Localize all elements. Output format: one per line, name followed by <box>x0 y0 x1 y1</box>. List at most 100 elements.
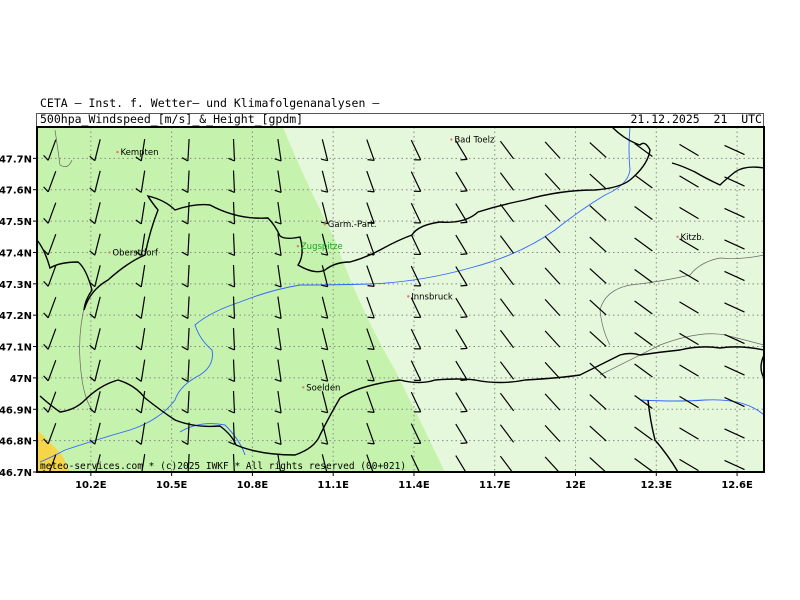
wind-barb <box>43 359 57 382</box>
wind-barb <box>135 170 146 193</box>
wind-barb <box>634 395 653 409</box>
wind-barb <box>181 138 190 162</box>
city-label: Oberstdorf <box>112 248 159 258</box>
wind-barb <box>274 170 282 193</box>
wind-barb <box>228 233 236 257</box>
wind-barb <box>724 207 745 219</box>
wind-barb <box>724 428 745 439</box>
wind-barb <box>724 459 745 471</box>
wind-barb <box>724 302 745 313</box>
wind-barb <box>181 422 190 446</box>
wind-barb <box>43 202 57 224</box>
wind-barb <box>43 233 57 256</box>
wind-barb <box>589 268 607 284</box>
city-marker <box>676 235 679 238</box>
wind-barb <box>499 329 515 349</box>
wind-barb <box>455 203 468 224</box>
wind-barb <box>679 269 699 283</box>
wind-barb <box>544 456 560 472</box>
wind-barb <box>634 300 653 315</box>
wind-barb <box>228 422 236 446</box>
wind-barb <box>366 170 375 193</box>
wind-barb <box>228 264 236 288</box>
city-marker <box>296 244 300 248</box>
wind-barb <box>366 328 375 350</box>
wind-barb <box>181 327 190 351</box>
wind-barb <box>321 233 329 256</box>
wind-barb <box>366 391 375 413</box>
wind-barb <box>228 201 236 225</box>
city-marker <box>407 295 410 298</box>
y-tick-label: 47.7N <box>0 154 32 165</box>
wind-barb <box>43 328 57 350</box>
wind-barb <box>544 267 561 285</box>
x-tick-label: 11.1E <box>317 480 349 491</box>
regional-borders <box>54 129 764 411</box>
wind-barb <box>499 140 515 160</box>
wind-barb <box>589 299 607 316</box>
city-marker <box>302 386 305 389</box>
y-tick-label: 47N <box>10 374 32 385</box>
wind-barb <box>499 172 515 191</box>
wind-barb <box>455 329 468 350</box>
wind-barb <box>634 206 653 220</box>
wind-barb <box>499 203 515 223</box>
wind-barb <box>724 365 745 376</box>
wind-barb <box>589 205 607 221</box>
wind-barb <box>366 265 375 287</box>
wind-barb <box>43 170 57 193</box>
wind-barb <box>499 424 515 443</box>
wind-barb <box>679 332 699 346</box>
y-tick-label: 47.1N <box>0 343 32 354</box>
city-marker <box>116 150 119 154</box>
city-label: Kempten <box>120 148 158 158</box>
wind-barb <box>89 139 101 162</box>
wind-barb <box>455 140 468 161</box>
wind-barb <box>410 171 422 192</box>
wind-barb <box>499 235 515 254</box>
wind-barb <box>181 201 190 225</box>
map-area: Kempten Bad Toelz Garm.-Part. Oberstdorf Zug… <box>37 127 764 472</box>
x-tick-label: 12.6E <box>721 480 753 491</box>
wind-barb <box>43 139 57 161</box>
wind-barb <box>634 363 653 378</box>
wind-barb <box>634 426 653 441</box>
wind-barb <box>410 202 422 224</box>
wind-barb <box>366 233 375 256</box>
wind-barb <box>135 328 146 351</box>
wind-barb <box>544 424 561 443</box>
wind-barb <box>589 173 607 190</box>
wind-barb <box>499 455 513 472</box>
wind-barb <box>634 458 653 472</box>
wind-barb <box>89 233 101 256</box>
city-labels: Kempten Bad Toelz Garm.-Part. Oberstdorf Zug… <box>108 136 705 393</box>
wind-barb <box>544 235 561 254</box>
wind-barb <box>277 454 282 472</box>
wind-barb <box>274 328 282 351</box>
wind-barb <box>366 139 375 161</box>
city-label: Kitzb. <box>681 233 705 243</box>
wind-barb <box>228 296 236 320</box>
wind-barbs <box>43 138 745 472</box>
wind-barb <box>544 141 561 159</box>
wind-barb <box>89 202 101 225</box>
y-tick-label: 47.2N <box>0 311 32 322</box>
wind-barb <box>589 236 607 253</box>
y-tick-label: 47.3N <box>0 280 32 291</box>
wind-barb <box>589 457 607 472</box>
x-tick-label: 10.8E <box>237 480 269 491</box>
wind-barb <box>89 265 101 288</box>
wind-barb <box>499 266 515 286</box>
wind-barb <box>544 298 561 317</box>
wind-barb <box>679 395 699 409</box>
product-title: 500hpa_Windspeed_[m/s]_&_Height_[gpdm] <box>40 112 304 126</box>
wind-barb <box>544 330 561 348</box>
wind-barb <box>181 390 190 414</box>
wind-barb <box>589 394 607 410</box>
wind-barb <box>274 422 282 445</box>
x-tick-label: 11.7E <box>479 480 511 491</box>
y-tick-label: 47.5N <box>0 217 32 228</box>
y-tick-label: 46.7N <box>0 468 32 479</box>
wind-barb <box>410 423 422 444</box>
wind-barb <box>135 233 146 256</box>
